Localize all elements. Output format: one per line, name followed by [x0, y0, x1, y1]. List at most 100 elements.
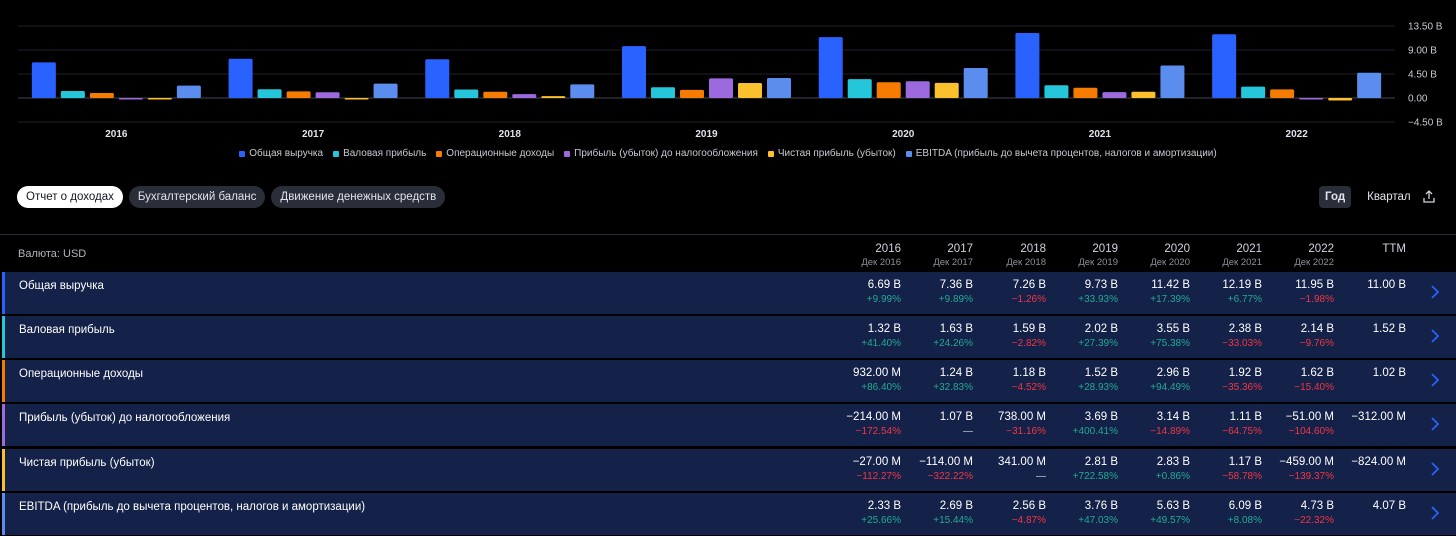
bar[interactable] [228, 58, 253, 98]
chevron-right-icon[interactable] [1430, 284, 1440, 300]
legend-item[interactable]: EBITDA (прибыль до вычета процентов, нал… [905, 148, 1217, 159]
bar[interactable] [373, 83, 398, 98]
cell-change: +722.58% [1072, 471, 1118, 482]
tab-cashflow[interactable]: Движение денежных средств [271, 186, 446, 208]
tab-balance[interactable]: Бухгалтерский баланс [128, 186, 266, 208]
column-date: Дек 2019 [1078, 257, 1118, 268]
table-row[interactable]: EBITDA (прибыль до вычета процентов, нал… [2, 493, 1456, 535]
period-year-button[interactable]: Год [1319, 186, 1352, 208]
table-row[interactable]: Общая выручка 6.69 B +9.99% 7.36 B +9.89% 7.2… [2, 272, 1456, 314]
bar[interactable] [1102, 92, 1127, 98]
bar[interactable] [709, 78, 733, 98]
column-header: 2018 Дек 2018 [976, 243, 1046, 268]
legend-item[interactable]: Чистая прибыль (убыток) [767, 148, 896, 159]
bar[interactable] [738, 83, 762, 98]
table-row[interactable]: Операционные доходы 932.00 M +86.40% 1.24 B… [2, 360, 1456, 402]
x-tick-label: 2018 [499, 129, 522, 140]
bar[interactable] [344, 98, 369, 100]
bar[interactable] [425, 59, 450, 98]
bar[interactable] [1328, 98, 1353, 101]
column-header: 2021 Дек 2021 [1192, 243, 1262, 268]
table-cell: 341.00 M — [976, 456, 1046, 482]
bar[interactable] [1241, 86, 1266, 98]
bar[interactable] [1044, 85, 1069, 98]
bar[interactable] [876, 82, 901, 98]
cell-change: — [963, 426, 973, 437]
table-row[interactable]: Валовая прибыль 1.32 B +41.40% 1.63 B +24.26… [2, 316, 1456, 358]
bar[interactable] [1270, 89, 1295, 98]
cell-change: −322.22% [927, 471, 973, 482]
period-quarter-button[interactable]: Квартал [1367, 191, 1411, 203]
bar[interactable] [315, 92, 340, 98]
legend-item[interactable]: Валовая прибыль [333, 148, 426, 159]
cell-change: +9.89% [938, 294, 973, 305]
bar[interactable] [680, 89, 704, 98]
bar[interactable] [1357, 72, 1382, 98]
cell-value: 1.11 B [1229, 411, 1262, 423]
bar[interactable] [541, 96, 566, 98]
table-cell: 1.02 B [1336, 367, 1406, 382]
bar[interactable] [1160, 65, 1185, 98]
bar[interactable] [847, 79, 872, 98]
chevron-right-icon[interactable] [1430, 416, 1440, 432]
bar[interactable] [483, 91, 508, 98]
cell-value: 2.96 B [1156, 367, 1190, 379]
cell-change: — [1036, 471, 1046, 482]
bar[interactable] [767, 77, 791, 98]
y-tick-label: 13.50 B [1408, 22, 1443, 33]
bar[interactable] [454, 89, 479, 98]
cell-change: −58.78% [1222, 471, 1262, 482]
bar[interactable] [176, 85, 201, 98]
bar[interactable] [257, 89, 282, 98]
cell-value: 1.62 B [1300, 367, 1334, 379]
bar[interactable] [1131, 91, 1156, 98]
bar[interactable] [651, 87, 675, 98]
table-row[interactable]: Чистая прибыль (убыток) −27.00 M −112.27% −… [2, 449, 1456, 491]
cell-change: −9.76% [1299, 338, 1334, 349]
bar[interactable] [147, 98, 172, 100]
cell-value: 2.33 B [867, 500, 901, 512]
table-cell: −114.00 M −322.22% [903, 456, 973, 482]
chevron-right-icon[interactable] [1430, 372, 1440, 388]
bar[interactable] [818, 37, 843, 98]
bar[interactable] [60, 90, 85, 98]
legend-item[interactable]: Прибыль (убыток) до налогообложения [564, 148, 758, 159]
bar[interactable] [1212, 34, 1237, 98]
cell-value: 2.02 B [1084, 323, 1118, 335]
table-row[interactable]: Прибыль (убыток) до налогообложения −214.… [2, 404, 1456, 446]
bar[interactable] [570, 84, 595, 98]
bar[interactable] [905, 81, 930, 98]
cell-value: 3.14 B [1156, 411, 1190, 423]
table-cell: 11.42 B +17.39% [1120, 279, 1190, 305]
table-cell: 2.02 B +27.39% [1048, 323, 1118, 349]
chevron-right-icon[interactable] [1430, 461, 1440, 477]
chevron-right-icon[interactable] [1430, 328, 1440, 344]
cell-value: 3.76 B [1084, 500, 1118, 512]
table-cell: −312.00 M [1336, 411, 1406, 426]
chevron-right-icon[interactable] [1430, 505, 1440, 521]
table-cell: 7.26 B −1.26% [976, 279, 1046, 305]
bar[interactable] [1015, 32, 1040, 99]
cell-value: 11.42 B [1151, 279, 1190, 291]
legend-item[interactable]: Общая выручка [239, 148, 323, 159]
column-date: Дек 2022 [1294, 257, 1334, 268]
bar[interactable] [934, 82, 959, 98]
cell-change: +15.44% [933, 515, 973, 526]
legend-label: Прибыль (убыток) до налогообложения [574, 148, 758, 159]
tab-income[interactable]: Отчет о доходах [17, 186, 123, 208]
bar[interactable] [118, 98, 143, 100]
bar[interactable] [286, 91, 311, 98]
legend-item[interactable]: Операционные доходы [436, 148, 554, 159]
table-cell: 2.69 B +15.44% [903, 500, 973, 526]
share-icon[interactable] [1418, 186, 1440, 208]
bar[interactable] [31, 62, 56, 98]
bar[interactable] [1073, 87, 1098, 98]
bar[interactable] [89, 93, 114, 98]
bar[interactable] [512, 94, 537, 98]
bar[interactable] [1299, 98, 1324, 100]
x-tick-label: 2016 [105, 129, 128, 140]
cell-value: 1.18 B [1012, 367, 1046, 379]
bar[interactable] [622, 46, 646, 98]
column-date: Дек 2018 [1006, 257, 1046, 268]
bar[interactable] [963, 67, 988, 98]
